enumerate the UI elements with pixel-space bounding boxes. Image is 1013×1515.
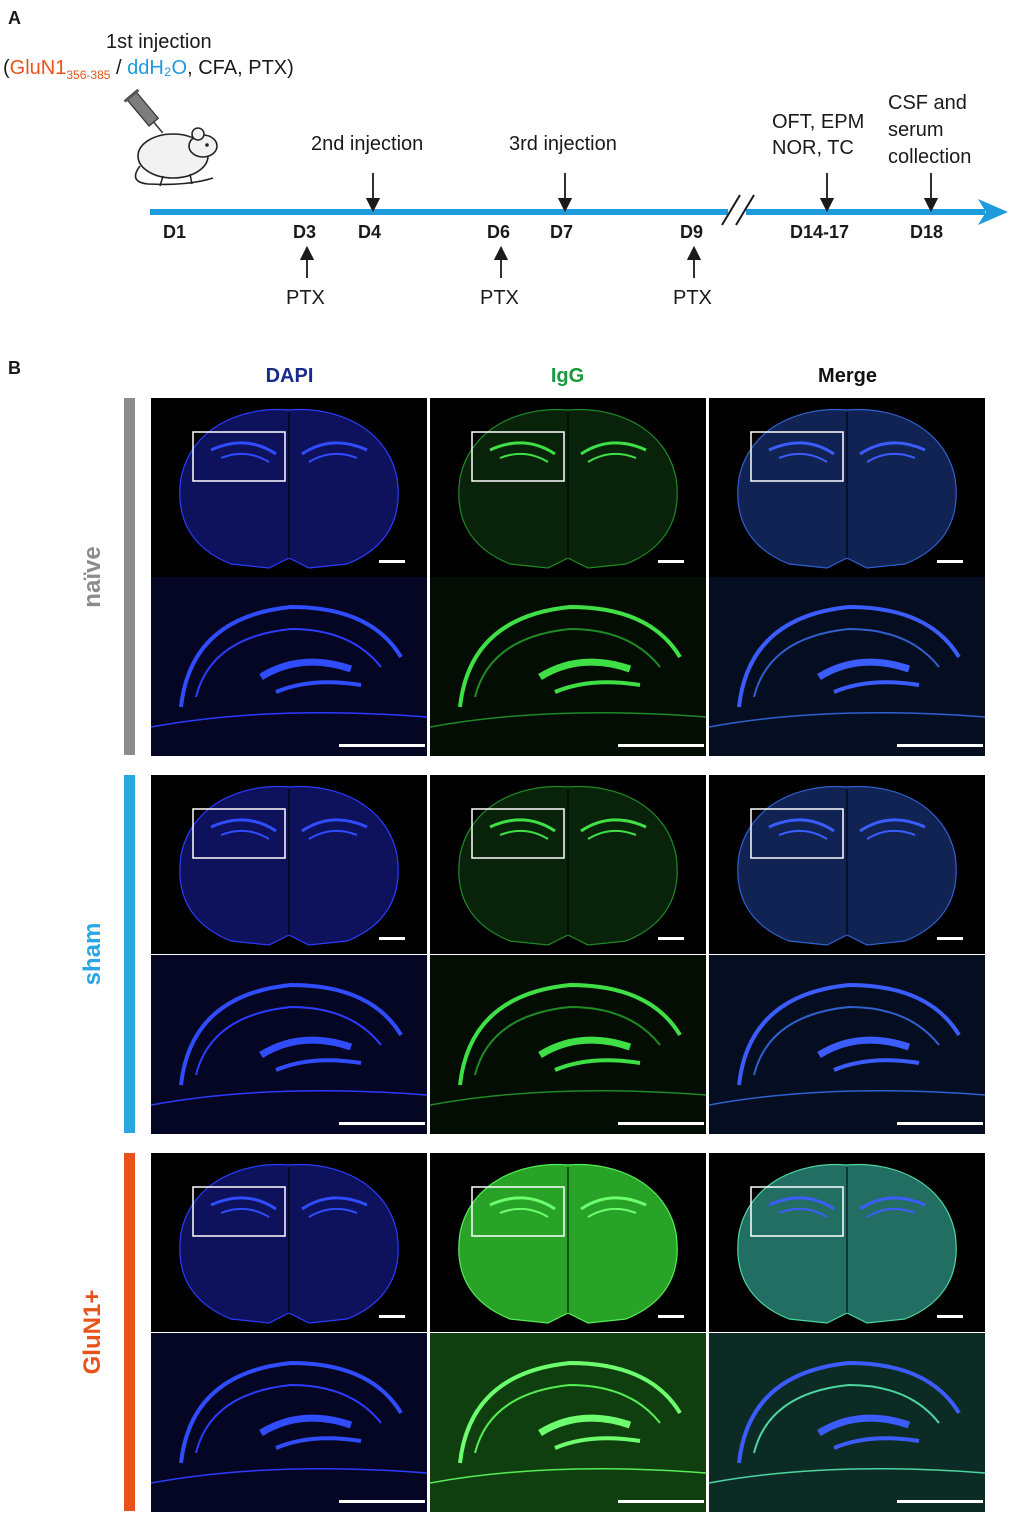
micrograph-igg-row3-overview [430, 1153, 706, 1332]
row-bar-naive [124, 398, 135, 755]
micrograph-dapi-row2-zoom [151, 955, 427, 1134]
behavior-line2: NOR, TC [772, 137, 854, 159]
micrograph-merge-row3-zoom [709, 1333, 985, 1512]
micrograph-igg-row2-overview [430, 775, 706, 954]
behavior-line1: OFT, EPM [772, 111, 865, 133]
first-injection-label: 1st injection [106, 31, 212, 53]
panel-b-label: B [8, 358, 21, 378]
day-d3: D3 [293, 222, 317, 242]
micrograph-igg-row3-zoom [430, 1333, 706, 1512]
reagents-rest: , CFA, PTX) [187, 57, 294, 79]
column-header-igg: IgG [550, 365, 585, 387]
micrograph-merge-row3-overview [709, 1153, 985, 1332]
day-d6: D6 [487, 222, 511, 242]
timeline-diagram [150, 173, 1008, 278]
day-d1: D1 [163, 222, 187, 242]
column-header-merge: Merge [818, 365, 877, 387]
row-bar-gluN1 [124, 1153, 135, 1511]
day-d7: D7 [550, 222, 574, 242]
micrograph-igg-row2-zoom [430, 955, 706, 1134]
csf-line1: CSF and [888, 92, 967, 114]
micrograph-merge-row1-overview [709, 398, 985, 577]
micrograph-igg-row1-overview [430, 398, 706, 577]
row-label-naive: naïve [79, 546, 106, 608]
second-injection-label: 2nd injection [311, 133, 424, 155]
column-header-dapi: DAPI [265, 365, 314, 387]
day-d18: D18 [910, 222, 944, 242]
reagents-label: (GluN1356-385 / ddH₂O, CFA, PTX) [3, 57, 294, 82]
micrograph-dapi-row1-zoom [151, 577, 427, 756]
gluN1-text: GluN1 [9, 57, 67, 79]
ptx-label-1: PTX [286, 287, 325, 309]
day-d14-17: D14-17 [790, 222, 850, 242]
micrograph-dapi-row1-overview [151, 398, 427, 577]
mouse-syringe-icon [123, 88, 218, 187]
third-injection-label: 3rd injection [509, 133, 617, 155]
panel-a-label: A [8, 8, 21, 28]
csf-line3: collection [888, 146, 972, 168]
micrograph-dapi-row3-zoom [151, 1333, 427, 1512]
gluN1-subscript: 356-385 [66, 68, 111, 82]
timeline-break-gap [728, 195, 746, 229]
micrograph-merge-row2-overview [709, 775, 985, 954]
row-bar-sham [124, 775, 135, 1133]
micrograph-merge-row2-zoom [709, 955, 985, 1134]
day-d4: D4 [358, 222, 382, 242]
timeline-break-mark-2 [735, 194, 755, 226]
row-label-gluN1: GluN1+ [79, 1289, 106, 1375]
micrograph-dapi-row2-overview [151, 775, 427, 954]
day-d9: D9 [680, 222, 704, 242]
micrograph-igg-row1-zoom [430, 577, 706, 756]
ptx-label-3: PTX [673, 287, 712, 309]
micrograph-merge-row1-zoom [709, 577, 985, 756]
timeline-arrowhead [978, 199, 1008, 225]
paren-open: ( [3, 57, 10, 79]
micrograph-dapi-row3-overview [151, 1153, 427, 1332]
timeline-break-mark-1 [721, 194, 741, 226]
ptx-label-2: PTX [480, 287, 519, 309]
row-label-sham: sham [79, 922, 106, 986]
ddh2o-text: ddH₂O [127, 57, 188, 79]
separator-text: / [110, 57, 128, 79]
csf-line2: serum [888, 119, 944, 141]
